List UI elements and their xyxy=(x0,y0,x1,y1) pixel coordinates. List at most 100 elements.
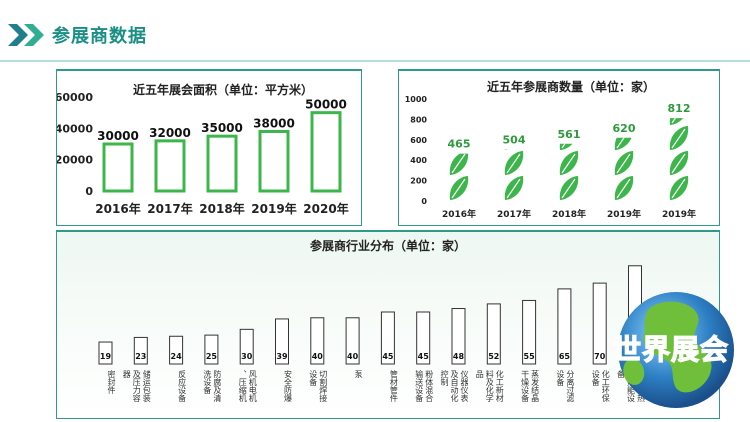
data-label: 812 xyxy=(668,102,691,115)
bar xyxy=(169,335,184,365)
leaf-vein xyxy=(452,79,465,98)
leaf-vein xyxy=(671,178,686,199)
x-tick-label: 化工环保 xyxy=(601,369,610,403)
data-label: 465 xyxy=(448,138,471,151)
x-tick-label: 密封件 xyxy=(107,369,116,395)
x-tick-label: 及压力容 xyxy=(132,370,141,403)
exhibitor-count-chart: 近五年参展商数量（单位：家） 1000 800 600 400 200 0 465 2016年 5… xyxy=(405,76,696,220)
bar xyxy=(504,101,524,200)
y-tick-label: 200 xyxy=(410,177,427,186)
x-tick-label: 2018年 xyxy=(552,208,586,220)
x-tick-label: 仪器仪表 xyxy=(460,370,469,403)
bar xyxy=(557,288,572,365)
leaf-icon xyxy=(505,101,523,125)
x-tick-label: 安全防爆 xyxy=(284,369,293,403)
bar xyxy=(486,303,501,365)
x-tick-label: 料及化学 xyxy=(485,369,494,402)
x-tick-label: 反应设备 xyxy=(178,369,187,403)
bar xyxy=(310,111,342,193)
x-tick-label: 泵 xyxy=(354,370,363,378)
leaf-vein xyxy=(671,118,677,124)
x-tick-label: 管材管件 xyxy=(389,369,398,403)
bar xyxy=(416,311,431,365)
data-label: 23 xyxy=(135,352,146,361)
leaf-vein xyxy=(616,178,631,199)
bar xyxy=(275,318,289,365)
bar xyxy=(559,143,579,200)
data-label: 24 xyxy=(171,352,183,361)
leaf-vein xyxy=(616,137,625,149)
logo-text: 世界展会 xyxy=(612,332,729,366)
exhibition-area-panel: 近五年展会面积（单位：平方米） 60000 40000 20000 0 30000 2016… xyxy=(55,69,362,226)
page-title: 参展商数据 xyxy=(52,26,147,47)
x-tick-label: 洗设备 xyxy=(203,369,212,395)
x-tick-label: 设备 xyxy=(591,369,600,387)
bar xyxy=(345,317,360,365)
header: 参展商数据 xyxy=(0,0,750,64)
leaf-vein xyxy=(561,153,576,174)
x-tick-label: 及自动化 xyxy=(450,370,459,403)
double-chevron-icon xyxy=(8,24,44,46)
x-tick-label: 蒸发结晶 xyxy=(531,369,540,403)
leaf-icon xyxy=(670,76,688,100)
x-tick-label: 干燥设备 xyxy=(521,370,530,403)
x-tick-label: 品 xyxy=(475,370,484,379)
y-tick-label: 600 xyxy=(410,136,427,145)
data-label: 32000 xyxy=(149,126,191,140)
bar xyxy=(310,317,325,365)
x-tick-label: 2017年 xyxy=(497,208,531,220)
leaf-vein xyxy=(561,178,576,199)
data-label: 504 xyxy=(503,134,526,147)
x-tick-label: 设备 xyxy=(309,369,318,387)
x-tick-label: 控制 xyxy=(440,369,449,387)
leaf-vein xyxy=(561,143,566,149)
leaf-icon xyxy=(669,118,684,125)
leaf-vein xyxy=(452,104,465,123)
leaf-vein xyxy=(451,153,466,174)
leaf-vein xyxy=(617,104,630,123)
leaf-vein xyxy=(672,79,685,98)
x-tick-label: 风机电机 xyxy=(248,370,257,403)
leaf-vein xyxy=(671,153,686,174)
data-label: 48 xyxy=(453,352,465,361)
data-label: 561 xyxy=(558,128,581,141)
y-tick-label: 400 xyxy=(410,156,427,165)
leaf-vein xyxy=(507,104,520,123)
x-tick-label: 分离过滤 xyxy=(566,370,575,403)
y-tick-label: 40000 xyxy=(57,122,93,135)
data-label: 45 xyxy=(382,352,394,361)
bar xyxy=(206,134,238,193)
leaf-vein xyxy=(616,153,631,174)
exhibitor-count-panel: 近五年参展商数量（单位：家） 1000 800 600 400 200 0 465 2016年 5… xyxy=(398,69,720,226)
x-tick-label: 储运包装 xyxy=(142,369,151,403)
x-tick-label: 2016年 xyxy=(442,208,476,220)
x-tick-label: 粉体混合 xyxy=(425,369,434,403)
data-label: 40 xyxy=(312,352,324,361)
y-tick-label: 60000 xyxy=(57,91,93,104)
chart-title: 参展商行业分布（单位：家） xyxy=(310,238,466,253)
x-tick-label: 输送设备 xyxy=(415,369,424,403)
bar xyxy=(204,334,219,365)
bar xyxy=(133,336,148,365)
y-tick-label: 0 xyxy=(421,197,427,206)
leaf-icon xyxy=(450,76,468,100)
y-tick-label: 800 xyxy=(410,115,427,124)
data-label: 620 xyxy=(613,122,636,135)
data-label: 38000 xyxy=(253,116,295,130)
world-expo-logo: 世界展会 xyxy=(592,290,750,410)
bar xyxy=(449,76,469,200)
data-label: 65 xyxy=(559,352,571,361)
x-tick-label: 2019年 xyxy=(251,201,296,216)
data-label: 50000 xyxy=(305,98,347,112)
x-tick-label: 设备 xyxy=(556,369,565,387)
data-label: 19 xyxy=(100,352,112,361)
leaf-vein xyxy=(671,128,686,149)
data-label: 30000 xyxy=(97,129,139,143)
industry-distribution-panel: 参展商行业分布（单位：家） 19 密封件 23 储运包装 及压力容器 24 反应设备 25 防腐及… xyxy=(56,230,720,419)
leaf-vein xyxy=(451,178,466,199)
x-tick-label: 化工新材 xyxy=(495,369,504,402)
header-divider xyxy=(0,60,750,62)
bar xyxy=(154,139,186,193)
data-label: 40 xyxy=(347,352,359,361)
